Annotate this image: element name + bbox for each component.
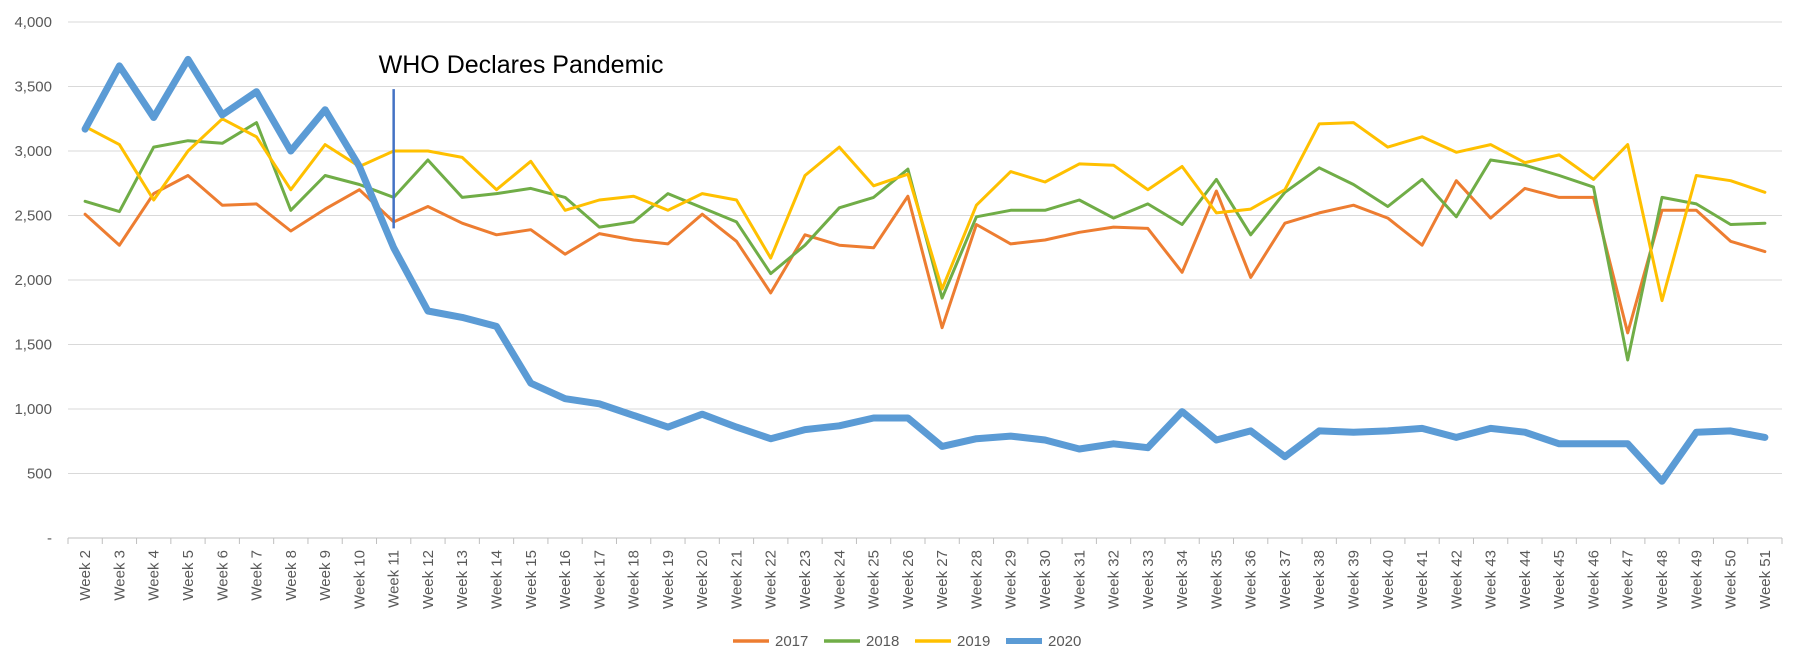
legend: 2017 2018 2019 2020 bbox=[733, 633, 1081, 650]
x-tick-label: Week 15 bbox=[523, 550, 540, 609]
x-tick-label: Week 25 bbox=[866, 550, 883, 609]
x-tick-label: Week 38 bbox=[1311, 550, 1328, 609]
y-tick-label: - bbox=[47, 530, 52, 547]
x-tick-label: Week 43 bbox=[1483, 550, 1500, 609]
x-tick-label: Week 42 bbox=[1448, 550, 1465, 609]
x-tick-label: Week 21 bbox=[728, 550, 745, 609]
x-tick-label: Week 30 bbox=[1037, 550, 1054, 609]
x-tick-label: Week 39 bbox=[1346, 550, 1363, 609]
x-tick-label: Week 36 bbox=[1243, 550, 1260, 609]
x-tick-label: Week 9 bbox=[317, 550, 334, 601]
x-tick-label: Week 4 bbox=[146, 550, 163, 601]
x-tick-label: Week 35 bbox=[1208, 550, 1225, 609]
x-tick-label: Week 28 bbox=[968, 550, 985, 609]
x-tick-label: Week 6 bbox=[214, 550, 231, 601]
x-tick-label: Week 37 bbox=[1277, 550, 1294, 609]
y-tick-label: 2,500 bbox=[14, 208, 52, 225]
x-tick-label: Week 13 bbox=[454, 550, 471, 609]
series-line-2017 bbox=[83, 174, 1767, 335]
y-tick-label: 4,000 bbox=[14, 14, 52, 31]
x-axis-ticks: Week 2 Week 3 Week 4 Week 5 Week 6 Week 7 Week… bbox=[67, 538, 1783, 609]
y-tick-label: 500 bbox=[27, 466, 52, 483]
annotation-group: WHO Declares Pandemic bbox=[379, 51, 664, 229]
y-tick-label: 3,000 bbox=[14, 143, 52, 160]
x-tick-label: Week 29 bbox=[1003, 550, 1020, 609]
x-tick-label: Week 14 bbox=[489, 550, 506, 609]
x-tick-label: Week 20 bbox=[694, 550, 711, 609]
x-tick-label: Week 7 bbox=[249, 550, 266, 601]
y-tick-label: 1,500 bbox=[14, 337, 52, 354]
x-tick-label: Week 18 bbox=[626, 550, 643, 609]
x-tick-label: Week 24 bbox=[831, 550, 848, 609]
x-tick-label: Week 50 bbox=[1723, 550, 1740, 609]
x-tick-label: Week 46 bbox=[1585, 550, 1602, 609]
series-lines bbox=[81, 55, 1769, 485]
x-tick-label: Week 5 bbox=[180, 550, 197, 601]
x-tick-label: Week 12 bbox=[420, 550, 437, 609]
x-tick-label: Week 22 bbox=[763, 550, 780, 609]
x-tick-label: Week 49 bbox=[1688, 550, 1705, 609]
series-line-2018 bbox=[83, 121, 1767, 362]
x-tick-label: Week 34 bbox=[1174, 550, 1191, 609]
legend-label: 2018 bbox=[866, 633, 899, 650]
x-tick-label: Week 10 bbox=[351, 550, 368, 609]
x-tick-label: Week 3 bbox=[111, 550, 128, 601]
annotation-label: WHO Declares Pandemic bbox=[379, 51, 664, 79]
y-tick-label: 1,000 bbox=[14, 401, 52, 418]
legend-label: 2020 bbox=[1048, 633, 1081, 650]
x-tick-label: Week 11 bbox=[386, 550, 403, 608]
series-line-2019 bbox=[83, 117, 1767, 303]
x-tick-label: Week 27 bbox=[934, 550, 951, 609]
x-tick-label: Week 48 bbox=[1654, 550, 1671, 609]
x-tick-label: Week 19 bbox=[660, 550, 677, 609]
x-tick-label: Week 26 bbox=[900, 550, 917, 609]
x-tick-label: Week 17 bbox=[591, 550, 608, 609]
x-tick-label: Week 16 bbox=[557, 550, 574, 609]
x-tick-label: Week 32 bbox=[1106, 550, 1123, 609]
x-tick-label: Week 8 bbox=[283, 550, 300, 601]
x-tick-label: Week 51 bbox=[1757, 550, 1774, 609]
legend-label: 2017 bbox=[775, 633, 808, 650]
y-axis-ticks: - 500 1,000 1,500 2,000 2,500 3,000 3,500 4,000 bbox=[14, 14, 52, 547]
x-tick-label: Week 40 bbox=[1380, 550, 1397, 609]
x-tick-label: Week 31 bbox=[1071, 550, 1088, 609]
x-tick-label: Week 33 bbox=[1140, 550, 1157, 609]
x-tick-label: Week 47 bbox=[1620, 550, 1637, 609]
x-tick-label: Week 41 bbox=[1414, 550, 1431, 609]
y-tick-label: 2,000 bbox=[14, 272, 52, 289]
legend-label: 2019 bbox=[957, 633, 990, 650]
y-tick-label: 3,500 bbox=[14, 79, 52, 96]
x-tick-label: Week 45 bbox=[1551, 550, 1568, 609]
x-tick-label: Week 44 bbox=[1517, 550, 1534, 609]
x-tick-label: Week 23 bbox=[797, 550, 814, 609]
gridlines bbox=[68, 21, 1782, 539]
x-tick-label: Week 2 bbox=[77, 550, 94, 601]
series-line-2020 bbox=[81, 55, 1769, 485]
